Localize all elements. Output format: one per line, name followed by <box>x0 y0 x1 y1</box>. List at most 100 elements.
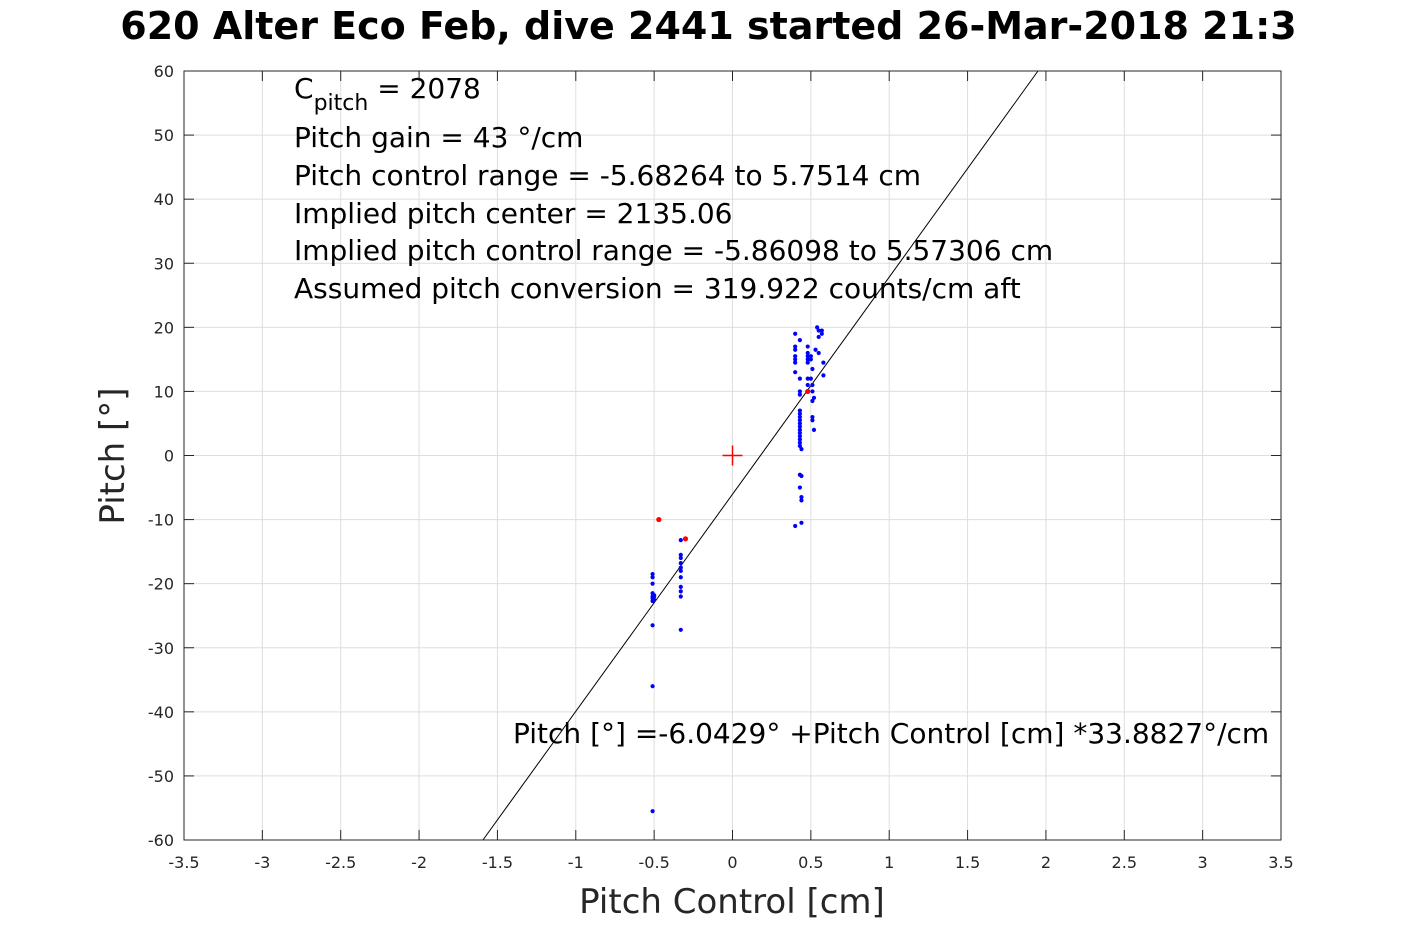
data-point <box>678 589 683 594</box>
data-point <box>816 350 821 356</box>
data-point <box>810 418 815 423</box>
data-point <box>652 594 657 599</box>
data-point <box>819 331 824 336</box>
x-axis-label: Pitch Control [cm] <box>579 882 885 922</box>
annotation-line: Pitch gain = 43 °/cm <box>294 121 583 154</box>
data-point <box>805 360 810 365</box>
data-point <box>793 344 798 349</box>
x-tick-label: 2 <box>1041 853 1051 872</box>
data-point <box>797 389 802 394</box>
data-point <box>797 421 802 426</box>
data-point <box>678 552 683 557</box>
x-tick-label: 0.5 <box>798 853 823 872</box>
x-tick-label: -3 <box>254 853 270 872</box>
data-point <box>805 357 810 362</box>
data-point <box>805 354 810 359</box>
y-axis-label: Pitch [°] <box>93 387 133 524</box>
data-point <box>678 561 683 566</box>
data-point <box>650 581 655 586</box>
data-point <box>799 520 804 525</box>
data-point <box>678 594 683 599</box>
x-tick-label: 2.5 <box>1112 853 1137 872</box>
axis-ticks: -3.5 -3 -2.5 -2 -1.5 -1 -0.5 0 0.5 1 1.5 2 2.5 3 3.5 -6… <box>148 62 1294 872</box>
y-tick-label: 30 <box>154 254 174 273</box>
data-point <box>811 427 817 432</box>
annotation-line: Assumed pitch conversion = 319.922 count… <box>294 272 1021 305</box>
outlier-point <box>656 516 662 523</box>
y-tick-label: 60 <box>154 62 174 81</box>
data-point <box>797 424 802 429</box>
data-point <box>811 395 817 400</box>
data-point <box>819 328 824 333</box>
data-point <box>821 373 826 378</box>
x-tick-label: -3.5 <box>168 853 199 872</box>
data-point <box>797 411 802 416</box>
data-point <box>797 392 802 397</box>
data-point <box>797 338 802 343</box>
x-tick-label: -1 <box>568 853 584 872</box>
data-point <box>808 357 813 362</box>
data-point <box>797 443 802 448</box>
data-point <box>678 565 683 570</box>
data-point <box>793 331 798 336</box>
data-point <box>810 382 815 388</box>
data-point <box>805 350 810 356</box>
data-point <box>810 366 815 372</box>
data-point <box>816 334 821 340</box>
y-tick-label: 10 <box>154 382 174 401</box>
data-point <box>799 446 804 452</box>
x-tick-label: 1.5 <box>955 853 980 872</box>
data-point <box>650 684 655 689</box>
y-tick-label: -50 <box>148 767 174 786</box>
c-pitch-subscript: pitch <box>314 91 369 116</box>
data-point <box>797 427 802 432</box>
data-point <box>650 623 655 628</box>
x-tick-label: 0 <box>727 853 737 872</box>
data-point <box>797 437 802 442</box>
data-point <box>793 360 798 365</box>
y-tick-label: -10 <box>148 511 174 530</box>
outlier-point <box>682 536 689 542</box>
data-point <box>797 430 802 436</box>
c-pitch-main: C <box>294 72 314 105</box>
center-marker <box>722 445 743 466</box>
y-tick-label: -40 <box>148 703 174 722</box>
c-pitch-annotation: Cpitch = 2078 <box>294 72 481 116</box>
data-point <box>793 370 798 375</box>
data-point <box>797 434 802 439</box>
y-tick-label: 50 <box>154 126 174 145</box>
data-point <box>813 347 818 352</box>
data-point <box>678 627 683 632</box>
fit-line-group <box>482 70 1039 841</box>
y-tick-label: 40 <box>154 190 174 209</box>
data-point <box>678 537 683 543</box>
annotation-line: Pitch control range = -5.68264 to 5.7514… <box>294 159 921 192</box>
data-point <box>797 418 802 423</box>
data-point <box>793 357 798 362</box>
data-point <box>793 347 798 352</box>
data-point <box>810 389 815 394</box>
data-point <box>799 498 804 503</box>
data-point <box>678 584 683 589</box>
data-point <box>797 414 802 420</box>
x-tick-label: 1 <box>884 853 894 872</box>
data-point <box>678 575 683 580</box>
data-point <box>815 325 820 330</box>
data-point <box>799 473 804 479</box>
data-point <box>799 495 804 500</box>
data-point <box>650 575 655 580</box>
data-point <box>797 440 802 445</box>
data-point <box>793 523 798 529</box>
data-point <box>805 376 810 381</box>
data-point <box>805 382 810 388</box>
data-point <box>805 344 810 349</box>
x-tick-label: -1.5 <box>482 853 513 872</box>
data-point <box>816 328 821 333</box>
data-point <box>808 376 813 381</box>
y-tick-label: -60 <box>148 831 174 850</box>
y-tick-label: 0 <box>164 447 174 466</box>
chart-title: 620 Alter Eco Feb, dive 2441 started 26-… <box>120 4 1297 48</box>
data-point <box>678 555 683 561</box>
y-tick-label: -20 <box>148 575 174 594</box>
